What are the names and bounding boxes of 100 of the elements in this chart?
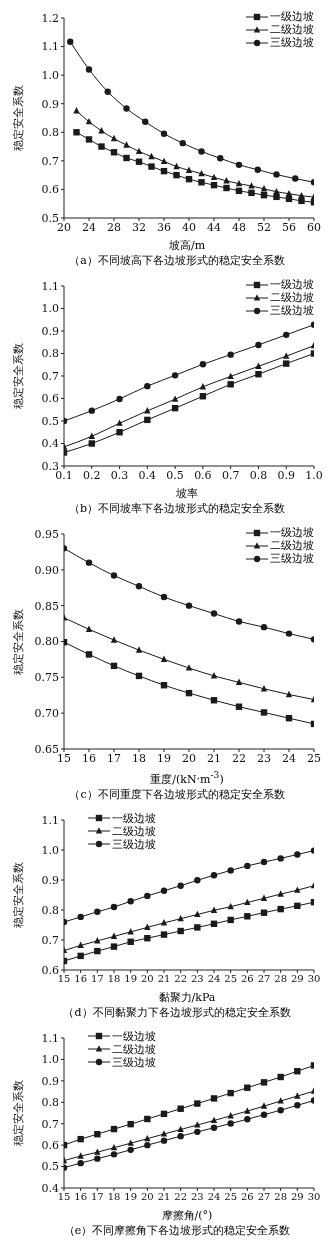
text: （a）不同坡高下各边坡形式的稳定安全系数: [68, 253, 286, 268]
point: [294, 850, 301, 858]
point: [110, 943, 118, 950]
point: [244, 912, 251, 920]
point: [227, 1089, 234, 1096]
x-axis-title: 黏聚力/kPa: [157, 989, 217, 1005]
point: [77, 1135, 84, 1142]
legend-label: 二级边坡: [112, 1042, 156, 1056]
point: [277, 889, 284, 897]
legend-label: 一级边坡: [112, 1029, 156, 1043]
legend-label: 一级边坡: [270, 10, 314, 23]
point: [135, 147, 143, 155]
point: [185, 166, 193, 173]
x-tick-label: 20: [182, 751, 196, 765]
x-tick-label: 20: [140, 1190, 154, 1202]
point: [227, 866, 234, 874]
point: [294, 886, 301, 893]
point: [144, 1134, 151, 1141]
point: [135, 583, 143, 590]
x-tick-label: 19: [124, 972, 138, 984]
point: [273, 187, 280, 195]
point: [177, 927, 184, 934]
x-tick-label: 0.8: [249, 468, 268, 482]
x-tick-label: 48: [232, 220, 246, 234]
point: [144, 407, 151, 414]
x-tick-label: 17: [107, 751, 121, 765]
x-tick-label: 24: [82, 220, 96, 234]
point: [85, 651, 93, 658]
x-tick-label: 15: [57, 1190, 71, 1202]
point: [210, 672, 218, 679]
point: [135, 646, 143, 653]
legend-label: 二级边坡: [112, 824, 156, 838]
legend-label: 二级边坡: [270, 539, 314, 552]
y-tick-label: 0.7: [41, 1117, 59, 1131]
y-tick-label: 0.70: [34, 707, 59, 721]
x-tick-label: 17: [90, 972, 104, 984]
point: [127, 938, 134, 945]
point: [94, 1130, 101, 1138]
point: [177, 1125, 184, 1132]
y-tick-label: 0.5: [41, 414, 59, 428]
x-tick-label: 0.7: [221, 468, 240, 482]
point: [85, 117, 93, 125]
point: [88, 432, 95, 439]
point: [177, 1132, 184, 1139]
point: [244, 862, 251, 869]
point: [277, 905, 284, 912]
point: [294, 1067, 301, 1075]
point: [173, 162, 180, 170]
x-tick-label: 0.3: [110, 468, 129, 482]
point: [260, 894, 268, 901]
point: [294, 902, 301, 909]
y-tick-label: 0.9: [41, 324, 59, 338]
x-tick-label: 21: [157, 972, 171, 984]
point: [171, 372, 179, 379]
point: [144, 934, 151, 942]
point: [283, 331, 290, 339]
x-tick-label: 52: [257, 220, 271, 234]
point: [194, 876, 201, 884]
point: [244, 1115, 251, 1123]
point: [255, 362, 262, 369]
point: [110, 572, 118, 579]
point: [294, 1091, 301, 1099]
y-tick-label: 1.0: [41, 843, 59, 857]
x-tick-label: 0.4: [138, 468, 157, 482]
point: [85, 66, 93, 73]
point: [260, 1078, 268, 1086]
y-tick-label: 0.75: [34, 671, 59, 685]
point: [94, 1155, 101, 1162]
point: [227, 1111, 234, 1119]
y-axis-title: 稳定安全系数: [11, 343, 25, 409]
legend-label: 二级边坡: [270, 23, 314, 36]
point: [104, 88, 111, 95]
point: [194, 1120, 201, 1128]
point: [160, 593, 168, 601]
point: [77, 941, 84, 948]
point: [244, 1106, 251, 1114]
point: [210, 906, 218, 913]
x-tick-label: 26: [240, 1190, 254, 1202]
y-tick-label: 0.6: [41, 392, 59, 406]
point: [160, 1129, 168, 1137]
y-axis-title: 稳定安全系数: [11, 1079, 25, 1146]
point: [217, 155, 224, 162]
y-tick-label: 0.95: [34, 527, 59, 541]
point: [198, 148, 205, 155]
point: [260, 623, 268, 631]
point: [179, 139, 186, 147]
text: （c）不同重度下各边坡形式的稳定安全系数: [68, 786, 286, 802]
point: [235, 179, 243, 187]
x-tick-label: 20: [140, 972, 154, 984]
point: [194, 1128, 201, 1135]
point: [227, 372, 234, 380]
point: [235, 161, 243, 169]
point: [199, 361, 207, 368]
point: [285, 189, 293, 197]
point: [94, 1148, 101, 1155]
point: [210, 871, 218, 879]
x-tick-label: 60: [307, 220, 321, 234]
point: [67, 38, 74, 45]
y-tick-label: 1.0: [41, 302, 59, 316]
point: [123, 154, 130, 162]
